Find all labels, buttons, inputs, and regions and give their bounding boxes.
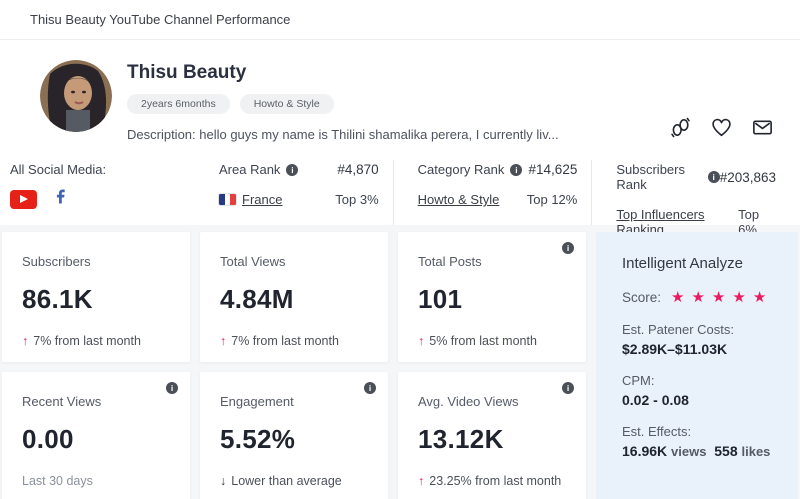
- cost-value: $2.89K–$11.03K: [622, 341, 728, 357]
- card-label: Subscribers: [22, 254, 91, 269]
- area-rank-value: #4,870: [337, 162, 379, 177]
- card-delta: 7% from last month: [231, 334, 339, 348]
- area-rank-link[interactable]: France: [242, 192, 283, 207]
- trend-up-icon: [220, 334, 226, 348]
- trend-down-icon: [220, 474, 226, 488]
- info-icon[interactable]: [166, 382, 178, 394]
- effects-likes-label: likes: [741, 444, 771, 459]
- category-rank-label: Category Rank: [417, 162, 505, 177]
- stat-card-total-posts: Total Posts 101 5% from last month: [398, 232, 586, 362]
- stat-card-engagement: Engagement 5.52% Lower than average: [200, 372, 388, 499]
- info-icon[interactable]: [562, 382, 574, 394]
- card-delta: 23.25% from last month: [429, 474, 562, 488]
- info-icon[interactable]: [510, 163, 523, 176]
- heart-icon: [710, 116, 733, 142]
- card-label: Engagement: [220, 394, 294, 409]
- info-icon[interactable]: [707, 171, 720, 183]
- social-media-label: All Social Media:: [10, 162, 107, 177]
- youtube-icon[interactable]: [10, 189, 37, 209]
- effects-label: Est. Effects:: [622, 424, 692, 439]
- card-label: Total Views: [220, 254, 286, 269]
- card-delta: Last 30 days: [22, 474, 93, 488]
- trend-up-icon: [418, 474, 424, 488]
- subscribers-rank-value: #203,863: [719, 169, 777, 185]
- card-delta: Lower than average: [231, 474, 342, 488]
- subscribers-rank-block: Subscribers Rank #203,863 Top Influencer…: [591, 160, 790, 237]
- stats-grid: Subscribers 86.1K 7% from last month Tot…: [0, 225, 800, 499]
- tag-list: 2years 6months Howto & Style: [127, 94, 559, 114]
- card-delta: 7% from last month: [33, 334, 141, 348]
- info-icon[interactable]: [562, 242, 574, 254]
- channel-description: Description: hello guys my name is Thili…: [127, 127, 559, 142]
- card-value: 4.84M: [220, 284, 294, 314]
- area-rank-percent: Top 3%: [335, 192, 379, 207]
- social-media-block: All Social Media:: [10, 160, 195, 225]
- france-flag-icon: [219, 193, 236, 206]
- effects-value: 16.96K views 558 likes: [622, 443, 774, 459]
- profile-actions: [667, 116, 775, 142]
- area-rank-block: Area Rank #4,870 France Top 3%: [195, 160, 393, 225]
- trend-up-icon: [22, 334, 28, 348]
- social-rank-bar: All Social Media: Area Rank #4,870 Franc…: [0, 152, 800, 237]
- category-rank-block: Category Rank #14,625 Howto & Style Top …: [392, 160, 592, 225]
- favorite-button[interactable]: [708, 116, 734, 142]
- compare-button[interactable]: [667, 116, 693, 142]
- card-value: 86.1K: [22, 284, 93, 314]
- compare-icon: [669, 116, 692, 142]
- effects-views-label: views: [671, 444, 707, 459]
- intelligent-analyze-panel: Intelligent Analyze Score: ★★★★★ Est. Pa…: [596, 232, 798, 499]
- cpm-value: 0.02 - 0.08: [622, 392, 689, 408]
- stat-card-subscribers: Subscribers 86.1K 7% from last month: [2, 232, 190, 362]
- info-icon[interactable]: [364, 382, 376, 394]
- card-value: 13.12K: [418, 424, 504, 454]
- tag-category: Howto & Style: [239, 94, 334, 114]
- trend-up-icon: [418, 334, 424, 348]
- effects-views: 16.96K: [622, 443, 668, 459]
- stat-card-total-views: Total Views 4.84M 7% from last month: [200, 232, 388, 362]
- score-stars-icon: ★★★★★: [671, 289, 774, 306]
- card-label: Avg. Video Views: [418, 394, 519, 409]
- tag-channel-age: 2years 6months: [127, 94, 230, 114]
- channel-name: Thisu Beauty: [127, 62, 247, 83]
- avatar: [40, 60, 112, 132]
- effects-likes: 558: [714, 443, 738, 459]
- cost-label: Est. Patener Costs:: [622, 322, 734, 337]
- category-rank-value: #14,625: [528, 162, 578, 177]
- contact-button[interactable]: [749, 116, 775, 142]
- score-label: Score:: [622, 289, 662, 305]
- panel-title: Intelligent Analyze: [622, 255, 743, 272]
- card-value: 0.00: [22, 424, 74, 454]
- card-label: Total Posts: [418, 254, 482, 269]
- mail-icon: [751, 116, 774, 142]
- cpm-label: CPM:: [622, 373, 655, 388]
- subscribers-rank-label: Subscribers Rank: [616, 162, 685, 192]
- category-rank-percent: Top 12%: [526, 192, 578, 207]
- info-icon[interactable]: [286, 163, 299, 176]
- card-label: Recent Views: [22, 394, 102, 409]
- card-value: 101: [418, 284, 463, 314]
- profile-header: Thisu Beauty 2years 6months Howto & Styl…: [0, 40, 800, 152]
- stat-card-avg-video-views: Avg. Video Views 13.12K 23.25% from last…: [398, 372, 586, 499]
- area-rank-label: Area Rank: [219, 162, 281, 177]
- page-title: Thisu Beauty YouTube Channel Performance: [0, 0, 800, 40]
- stat-card-recent-views: Recent Views 0.00 Last 30 days: [2, 372, 190, 499]
- card-delta: 5% from last month: [429, 334, 537, 348]
- facebook-icon[interactable]: [52, 186, 73, 212]
- card-value: 5.52%: [220, 424, 296, 454]
- category-rank-link[interactable]: Howto & Style: [417, 192, 500, 207]
